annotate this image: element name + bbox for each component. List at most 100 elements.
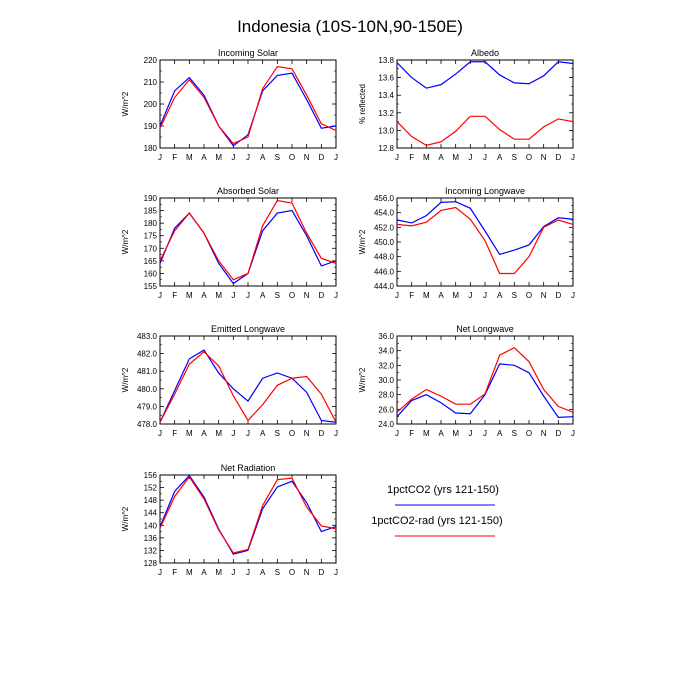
y-tick-label: 481.0 — [137, 367, 158, 376]
x-tick-label: J — [483, 429, 487, 438]
y-tick-label: 170 — [144, 244, 158, 253]
x-tick-label: M — [186, 429, 193, 438]
y-tick-label: 220 — [144, 56, 158, 65]
x-tick-label: O — [289, 153, 295, 162]
x-tick-label: F — [172, 291, 177, 300]
x-tick-label: A — [260, 291, 266, 300]
y-tick-label: 446.0 — [374, 267, 395, 276]
y-tick-label: 152 — [144, 484, 158, 493]
x-tick-label: J — [334, 429, 338, 438]
y-tick-label: 156 — [144, 471, 158, 480]
y-tick-label: 13.2 — [378, 109, 394, 118]
x-tick-label: J — [231, 291, 235, 300]
y-tick-label: 454.0 — [374, 209, 395, 218]
x-tick-label: N — [541, 291, 547, 300]
series-line-1 — [159, 199, 337, 281]
x-tick-label: S — [275, 153, 280, 162]
x-tick-label: S — [275, 429, 280, 438]
y-tick-label: 165 — [144, 257, 158, 266]
x-tick-label: J — [158, 153, 162, 162]
x-tick-label: M — [215, 291, 222, 300]
y-axis-label: W/m^2 — [358, 367, 367, 392]
x-tick-label: M — [215, 429, 222, 438]
y-tick-label: 180 — [144, 144, 158, 153]
y-axis-label: W/m^2 — [358, 229, 367, 254]
y-tick-label: 26.0 — [378, 405, 394, 414]
y-tick-label: 12.8 — [378, 144, 394, 153]
x-tick-label: A — [497, 291, 503, 300]
y-tick-label: 136 — [144, 534, 158, 543]
x-tick-label: D — [318, 153, 324, 162]
x-tick-label: J — [246, 429, 250, 438]
x-tick-label: A — [201, 153, 207, 162]
x-tick-label: N — [304, 291, 310, 300]
x-tick-label: S — [512, 291, 517, 300]
y-tick-label: 13.0 — [378, 126, 394, 135]
x-tick-label: M — [186, 153, 193, 162]
x-tick-label: J — [158, 291, 162, 300]
x-tick-label: M — [215, 153, 222, 162]
x-tick-label: J — [483, 153, 487, 162]
y-tick-label: 200 — [144, 100, 158, 109]
x-tick-label: M — [186, 291, 193, 300]
x-tick-label: A — [260, 153, 266, 162]
y-tick-label: 128 — [144, 559, 158, 568]
y-tick-label: 30.0 — [378, 376, 394, 385]
y-tick-label: 160 — [144, 269, 158, 278]
y-axis-label: W/m^2 — [121, 229, 130, 254]
x-tick-label: A — [201, 568, 207, 577]
x-tick-label: D — [555, 291, 561, 300]
series-line-0 — [396, 61, 574, 89]
y-axis-label: W/m^2 — [121, 506, 130, 531]
x-tick-label: N — [304, 568, 310, 577]
x-tick-label: M — [452, 429, 459, 438]
y-tick-label: 140 — [144, 521, 158, 530]
x-tick-label: F — [172, 568, 177, 577]
x-tick-label: J — [395, 153, 399, 162]
x-tick-label: F — [172, 429, 177, 438]
y-tick-label: 28.0 — [378, 391, 394, 400]
y-tick-label: 13.4 — [378, 91, 394, 100]
x-tick-label: O — [526, 429, 532, 438]
x-tick-label: J — [231, 153, 235, 162]
x-tick-label: A — [201, 429, 207, 438]
y-axis-label: W/m^2 — [121, 91, 130, 116]
x-tick-label: J — [246, 291, 250, 300]
x-tick-label: M — [423, 153, 430, 162]
series-line-1 — [396, 115, 574, 147]
y-tick-label: 480.0 — [137, 385, 158, 394]
x-tick-label: A — [260, 568, 266, 577]
x-tick-label: A — [260, 429, 266, 438]
y-tick-label: 175 — [144, 232, 158, 241]
x-tick-label: J — [571, 153, 575, 162]
x-tick-label: D — [318, 291, 324, 300]
x-tick-label: D — [318, 568, 324, 577]
y-tick-label: 479.0 — [137, 402, 158, 411]
x-tick-label: M — [215, 568, 222, 577]
y-tick-label: 13.6 — [378, 74, 394, 83]
y-tick-label: 13.8 — [378, 56, 394, 65]
x-tick-label: M — [186, 568, 193, 577]
x-tick-label: S — [512, 429, 517, 438]
figure-title: Indonesia (10S-10N,90-150E) — [237, 17, 463, 36]
y-tick-label: 36.0 — [378, 332, 394, 341]
y-axis-label: % reflected — [358, 84, 367, 124]
x-tick-label: J — [246, 153, 250, 162]
x-tick-label: N — [541, 429, 547, 438]
x-tick-label: O — [526, 153, 532, 162]
x-tick-label: O — [289, 291, 295, 300]
y-tick-label: 190 — [144, 122, 158, 131]
panel-title: Incoming Solar — [218, 48, 278, 58]
x-tick-label: F — [409, 429, 414, 438]
x-tick-label: J — [571, 291, 575, 300]
x-tick-label: A — [497, 153, 503, 162]
x-tick-label: J — [246, 568, 250, 577]
x-tick-label: N — [304, 429, 310, 438]
x-tick-label: O — [526, 291, 532, 300]
legend: 1pctCO2 (yrs 121-150) 1pctCO2-rad (yrs 1… — [371, 484, 503, 537]
x-tick-label: D — [555, 153, 561, 162]
